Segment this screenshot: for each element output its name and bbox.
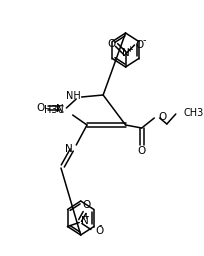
Text: N: N <box>122 48 130 58</box>
Text: N: N <box>56 104 64 114</box>
Text: -: - <box>143 35 146 45</box>
Text: O: O <box>136 40 144 50</box>
Text: O: O <box>36 103 44 113</box>
Text: +: + <box>127 45 133 54</box>
Text: NH: NH <box>66 91 81 101</box>
Text: CH3: CH3 <box>184 108 204 118</box>
Text: O: O <box>137 146 146 156</box>
Text: +: + <box>82 212 89 221</box>
Text: -: - <box>98 220 102 230</box>
Text: H3C: H3C <box>44 105 65 115</box>
Text: N: N <box>81 217 89 227</box>
Text: O: O <box>95 226 104 236</box>
Text: O: O <box>82 200 91 210</box>
Text: N: N <box>65 144 73 154</box>
Text: O: O <box>107 39 115 49</box>
Text: O: O <box>159 112 167 122</box>
